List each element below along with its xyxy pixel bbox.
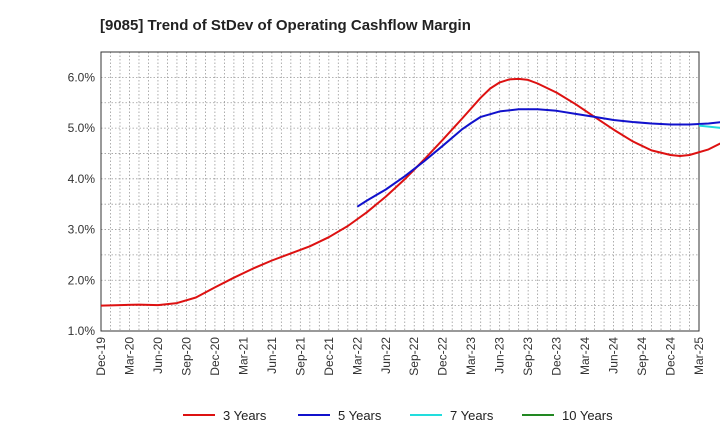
series-lines: [100, 77, 720, 307]
x-tick-label: Jun-22: [379, 337, 393, 374]
x-tick-label: Mar-23: [464, 337, 478, 375]
x-tick-label: Mar-20: [122, 337, 136, 375]
legend-label: 10 Years: [562, 408, 613, 423]
y-tick-label: 2.0%: [68, 273, 96, 287]
x-tick-label: Dec-21: [322, 337, 336, 376]
series-line-7-years: [698, 124, 720, 129]
x-tick-label: Sep-20: [179, 337, 193, 376]
y-tick-label: 5.0%: [68, 121, 96, 135]
x-tick-label: Jun-24: [607, 337, 621, 374]
legend-label: 5 Years: [338, 408, 382, 423]
x-tick-label: Mar-24: [578, 337, 592, 375]
x-tick-label: Sep-23: [521, 337, 535, 376]
x-tick-label: Mar-21: [236, 337, 250, 375]
x-tick-label: Mar-22: [350, 337, 364, 375]
series-line-3-years: [100, 77, 720, 307]
y-tick-label: 3.0%: [68, 223, 96, 237]
y-tick-label: 6.0%: [68, 70, 96, 84]
x-tick-label: Dec-20: [208, 337, 222, 376]
y-tick-label: 1.0%: [68, 324, 96, 338]
plot-frame: [100, 51, 700, 332]
x-axis: Dec-19 Mar-20 Jun-20 Sep-20 Dec-20 Mar-21 Jun-…: [94, 337, 706, 376]
y-axis: 1.0% 2.0% 3.0% 4.0% 5.0% 6.0%: [68, 70, 96, 338]
chart-title: [9085] Trend of StDev of Operating Cashf…: [100, 17, 471, 34]
legend-label: 7 Years: [450, 408, 494, 423]
x-tick-label: Sep-21: [293, 337, 307, 376]
x-tick-label: Dec-19: [94, 337, 108, 376]
series-line-5-years: [356, 108, 720, 208]
x-tick-label: Jun-23: [493, 337, 507, 374]
x-tick-label: Mar-25: [692, 337, 706, 375]
x-tick-label: Sep-22: [407, 337, 421, 376]
legend-label: 3 Years: [223, 408, 267, 423]
x-tick-label: Sep-24: [635, 337, 649, 376]
x-tick-label: Jun-20: [151, 337, 165, 374]
x-tick-label: Dec-22: [436, 337, 450, 376]
y-tick-label: 4.0%: [68, 172, 96, 186]
legend: 3 Years 5 Years 7 Years 10 Years: [183, 408, 613, 423]
grid: [100, 51, 700, 332]
x-tick-label: Dec-24: [664, 337, 678, 376]
x-tick-label: Dec-23: [550, 337, 564, 376]
x-tick-label: Jun-21: [265, 337, 279, 374]
